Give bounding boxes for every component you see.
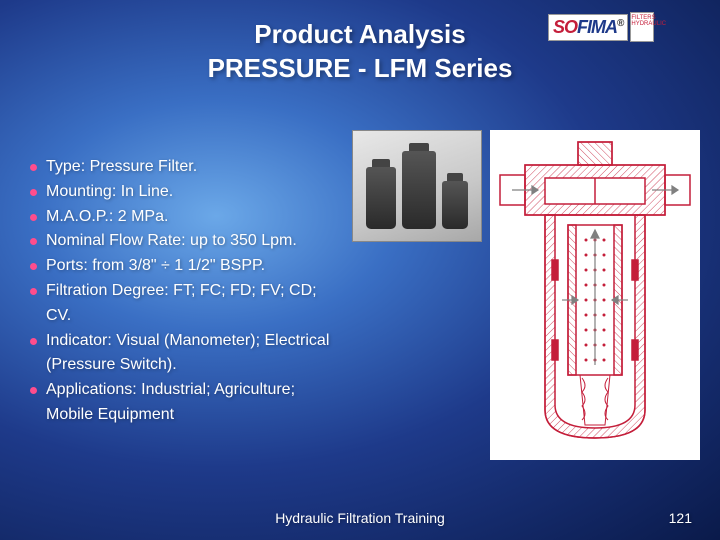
- bullet-item: Filtration Degree: FT; FC; FD; FV; CD; C…: [30, 279, 340, 329]
- bullet-item: Type: Pressure Filter.: [30, 155, 340, 180]
- slide: SOFIMA® FILTERS HYDRAULIC Product Analys…: [0, 0, 720, 540]
- title-block: Product Analysis PRESSURE - LFM Series: [0, 18, 720, 86]
- title-line-1: Product Analysis: [0, 18, 720, 52]
- footer-text: Hydraulic Filtration Training: [0, 510, 720, 526]
- product-photo: [352, 130, 482, 242]
- bullet-item: Applications: Industrial; Agriculture; M…: [30, 378, 340, 428]
- cross-section-diagram: [490, 130, 700, 460]
- bullet-item: M.A.O.P.: 2 MPa.: [30, 205, 340, 230]
- diagram-svg: [490, 130, 700, 460]
- filter-unit-icon: [402, 151, 436, 229]
- bullet-item: Nominal Flow Rate: up to 350 Lpm.: [30, 229, 340, 254]
- title-line-2: PRESSURE - LFM Series: [0, 52, 720, 86]
- bullet-item: Ports: from 3/8" ÷ 1 1/2" BSPP.: [30, 254, 340, 279]
- spec-bullet-list: Type: Pressure Filter. Mounting: In Line…: [30, 155, 340, 428]
- page-number: 121: [669, 510, 692, 526]
- filter-unit-icon: [366, 167, 396, 229]
- bullet-item: Indicator: Visual (Manometer); Electrica…: [30, 329, 340, 379]
- bullet-item: Mounting: In Line.: [30, 180, 340, 205]
- filter-unit-icon: [442, 181, 468, 229]
